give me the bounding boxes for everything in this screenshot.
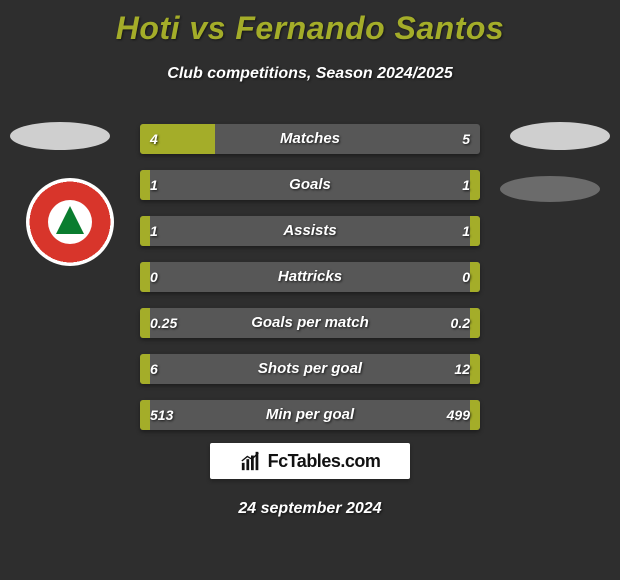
stat-row: 513499Min per goal	[140, 400, 480, 430]
stat-row: 11Goals	[140, 170, 480, 200]
stat-row: 00Hattricks	[140, 262, 480, 292]
club-left-badge	[26, 178, 114, 266]
stat-label: Min per goal	[140, 400, 480, 430]
stat-label: Hattricks	[140, 262, 480, 292]
club-right-placeholder	[500, 176, 600, 202]
player-left-placeholder	[10, 122, 110, 150]
page-title: Hoti vs Fernando Santos	[0, 0, 620, 47]
stat-row: 11Assists	[140, 216, 480, 246]
player-right-placeholder	[510, 122, 610, 150]
brand-logo: FcTables.com	[210, 443, 410, 479]
stat-label: Goals	[140, 170, 480, 200]
stat-label: Shots per goal	[140, 354, 480, 384]
stat-label: Matches	[140, 124, 480, 154]
stat-label: Goals per match	[140, 308, 480, 338]
stats-panel: 45Matches 11Goals 11Assists 00Hattricks 0.25…	[140, 124, 480, 446]
brand-text: FcTables.com	[268, 451, 381, 472]
club-badge-inner	[48, 200, 92, 244]
page-subtitle: Club competitions, Season 2024/2025	[0, 65, 620, 83]
stat-row: 45Matches	[140, 124, 480, 154]
stat-row: 0.250.2Goals per match	[140, 308, 480, 338]
stat-label: Assists	[140, 216, 480, 246]
stat-row: 612Shots per goal	[140, 354, 480, 384]
footer-date: 24 september 2024	[0, 500, 620, 518]
chart-icon	[240, 450, 262, 472]
tree-icon	[56, 206, 84, 234]
